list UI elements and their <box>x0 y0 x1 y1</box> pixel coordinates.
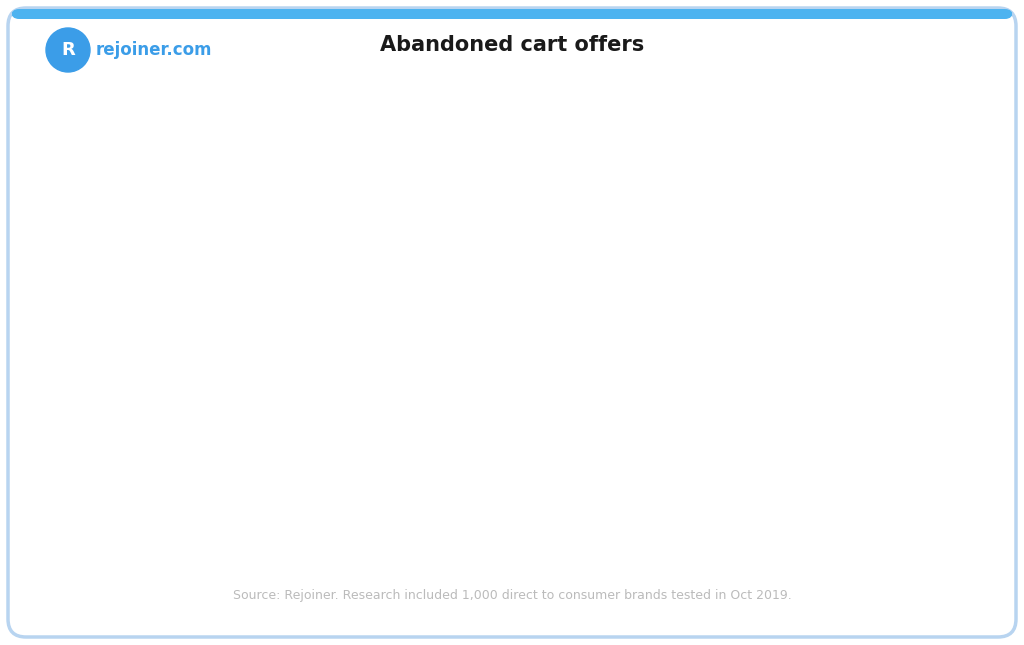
Text: rejoiner.com: rejoiner.com <box>96 41 213 59</box>
FancyBboxPatch shape <box>11 9 1013 19</box>
Text: R: R <box>61 41 75 59</box>
FancyBboxPatch shape <box>8 8 1016 637</box>
Text: of brands that send cart
abandonment emails
send offers: of brands that send cart abandonment ema… <box>147 459 365 532</box>
Text: 31%: 31% <box>681 233 814 287</box>
Circle shape <box>46 28 90 72</box>
Text: Source: Rejoiner. Research included 1,000 direct to consumer brands tested in Oc: Source: Rejoiner. Research included 1,00… <box>232 588 792 602</box>
Text: 35%: 35% <box>189 233 323 287</box>
Text: of all cart abandonment
emails received included
an offer: of all cart abandonment emails received … <box>635 459 860 532</box>
Text: Abandoned cart offers: Abandoned cart offers <box>380 35 644 55</box>
